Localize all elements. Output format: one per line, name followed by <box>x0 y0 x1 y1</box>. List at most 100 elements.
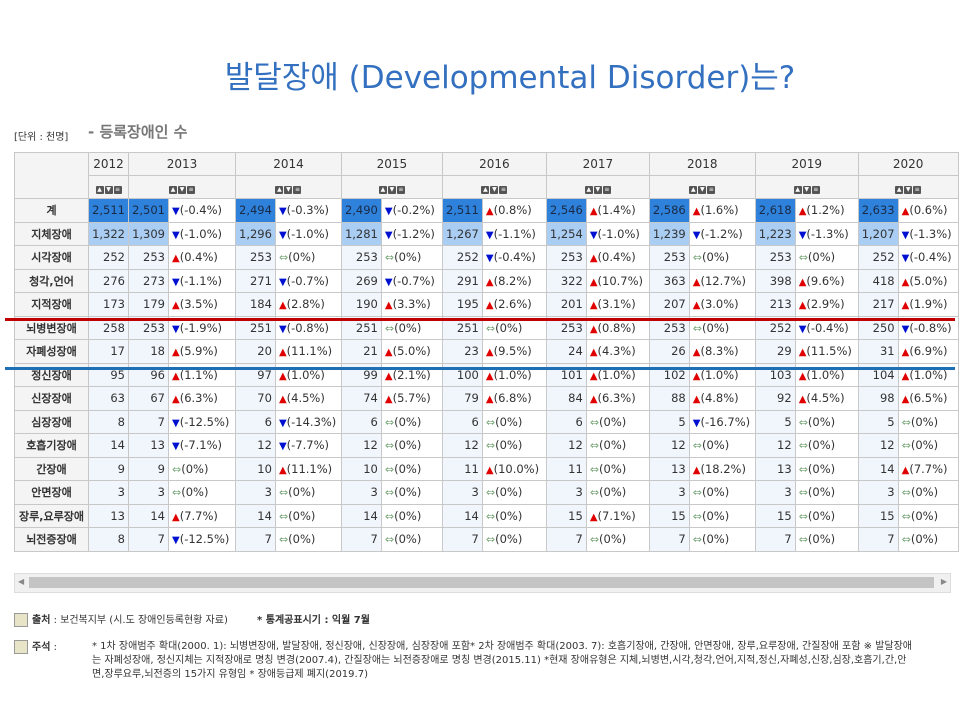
row-label: 간장애 <box>14 456 89 481</box>
change-cell: ▲(11.1%) <box>274 456 342 481</box>
change-cell: ⇔(0%) <box>794 456 859 481</box>
sort-list-icon[interactable]: ≡ <box>707 186 716 194</box>
value-cell: 273 <box>128 268 169 293</box>
triangle-up-icon: ▲ <box>901 370 910 382</box>
triangle-up-icon: ▲ <box>798 347 807 359</box>
table-row: 지적장애 173 179 ▲(3.5%) 184 ▲(2.8%) 190 ▲(3.3%) 195… <box>14 292 959 317</box>
change-cell: ▲(1.2%) <box>794 198 859 223</box>
value-cell: 1,322 <box>88 221 129 246</box>
change-cell: ⇔(0%) <box>380 480 443 505</box>
value-cell: 291 <box>441 268 483 293</box>
sort-down-icon[interactable]: ▼ <box>904 186 913 194</box>
sort-list-icon[interactable]: ≡ <box>293 186 302 194</box>
change-cell: ⇔(0%) <box>585 480 650 505</box>
equal-arrow-icon: ⇔ <box>278 251 289 265</box>
row-label: 심장장애 <box>14 409 89 434</box>
value-cell: 253 <box>128 245 169 270</box>
triangle-up-icon: ▲ <box>901 347 910 359</box>
triangle-up-icon: ▲ <box>798 370 807 382</box>
sort-down-icon[interactable]: ▼ <box>104 186 113 194</box>
change-percent: (3.3%) <box>392 297 431 312</box>
change-cell: ▲(6.3%) <box>168 386 236 411</box>
value-cell: 2,618 <box>754 198 796 223</box>
change-percent: (12.7%) <box>700 273 746 288</box>
scroll-right-icon[interactable]: ▶ <box>940 577 947 586</box>
value-cell: 13 <box>754 456 796 481</box>
sort-down-icon[interactable]: ▼ <box>178 186 186 194</box>
sort-list-icon[interactable]: ≡ <box>499 186 508 194</box>
sort-up-icon[interactable]: ▲ <box>584 186 593 194</box>
sort-up-icon[interactable]: ▲ <box>689 186 698 194</box>
change-cell: ⇔(0%) <box>274 245 342 270</box>
equal-arrow-icon: ⇔ <box>384 509 395 523</box>
sort-down-icon[interactable]: ▼ <box>593 186 602 194</box>
scrollbar-thumb[interactable] <box>29 577 934 588</box>
change-cell: ▼(-7.7%) <box>274 433 342 458</box>
change-percent: (-1.0%) <box>286 226 329 241</box>
sort-list-icon[interactable]: ≡ <box>113 186 122 194</box>
sort-controls: ▲ ▼ ≡ <box>340 175 443 199</box>
value-cell: 6 <box>441 409 483 434</box>
change-percent: (0%) <box>495 532 523 547</box>
change-cell: ▲(7.7%) <box>168 503 236 528</box>
change-percent: (2.9%) <box>806 297 845 312</box>
triangle-up-icon: ▲ <box>384 347 393 359</box>
change-percent: (-0.4%) <box>806 320 849 335</box>
sort-down-icon[interactable]: ▼ <box>284 186 293 194</box>
sort-down-icon[interactable]: ▼ <box>490 186 499 194</box>
value-cell: 195 <box>441 292 483 317</box>
sort-down-icon[interactable]: ▼ <box>802 186 811 194</box>
change-percent: (7.7%) <box>179 508 218 523</box>
equal-arrow-icon: ⇔ <box>384 462 395 476</box>
triangle-down-icon: ▼ <box>384 206 393 218</box>
sort-list-icon[interactable]: ≡ <box>913 186 922 194</box>
equal-arrow-icon: ⇔ <box>798 415 808 429</box>
sort-up-icon[interactable]: ▲ <box>481 186 490 194</box>
change-percent: (-0.7%) <box>286 273 329 288</box>
sort-up-icon[interactable]: ▲ <box>275 186 284 194</box>
change-percent: (10.7%) <box>597 273 644 288</box>
sort-up-icon[interactable]: ▲ <box>95 186 104 194</box>
scroll-left-icon[interactable]: ◀ <box>18 577 25 586</box>
equal-arrow-icon: ⇔ <box>901 415 911 429</box>
value-cell: 3 <box>340 480 382 505</box>
sort-down-icon[interactable]: ▼ <box>387 186 396 194</box>
horizontal-scrollbar[interactable]: ◀ ▶ <box>14 573 951 593</box>
value-cell: 363 <box>648 268 690 293</box>
sort-list-icon[interactable]: ≡ <box>811 186 820 194</box>
change-cell: ⇔(0%) <box>585 409 650 434</box>
sort-up-icon[interactable]: ▲ <box>378 186 387 194</box>
sort-list-icon[interactable]: ≡ <box>396 186 405 194</box>
change-percent: (1.1%) <box>179 367 218 382</box>
triangle-up-icon: ▲ <box>485 394 494 406</box>
change-cell: ▼(-1.3%) <box>897 221 959 246</box>
value-cell: 6 <box>235 409 276 434</box>
corner-header <box>14 152 89 199</box>
change-cell: ▼(-1.0%) <box>585 221 650 246</box>
change-percent: (11.1%) <box>286 344 333 359</box>
change-cell: ▲(2.8%) <box>274 292 342 317</box>
change-percent: (1.0%) <box>597 367 636 382</box>
change-cell: ⇔(0%) <box>481 480 547 505</box>
triangle-down-icon: ▼ <box>172 276 180 288</box>
value-cell: 12 <box>648 433 690 458</box>
sort-up-icon[interactable]: ▲ <box>895 186 904 194</box>
change-percent: (-12.5%) <box>179 532 230 547</box>
registered-disabled-table: 2012 2013 2014 2015 2016 2017 2018 2019 2020 ▲ ▼ ≡ ▲… <box>14 152 959 552</box>
change-cell: ⇔(0%) <box>380 433 443 458</box>
change-percent: (-0.4%) <box>493 250 536 265</box>
equal-arrow-icon: ⇔ <box>384 439 395 453</box>
sort-up-icon[interactable]: ▲ <box>793 186 802 194</box>
change-percent: (0%) <box>910 508 939 523</box>
triangle-down-icon: ▼ <box>172 417 180 429</box>
sort-down-icon[interactable]: ▼ <box>698 186 707 194</box>
change-percent: (-7.7%) <box>286 438 329 453</box>
change-cell: ▼(-0.4%) <box>897 245 959 270</box>
triangle-up-icon: ▲ <box>485 300 494 312</box>
sort-up-icon[interactable]: ▲ <box>169 186 177 194</box>
value-cell: 23 <box>441 339 483 364</box>
triangle-down-icon: ▼ <box>485 229 494 241</box>
sort-list-icon[interactable]: ≡ <box>602 186 611 194</box>
sort-controls: ▲ ▼ ≡ <box>545 175 650 199</box>
sort-list-icon[interactable]: ≡ <box>187 186 195 194</box>
